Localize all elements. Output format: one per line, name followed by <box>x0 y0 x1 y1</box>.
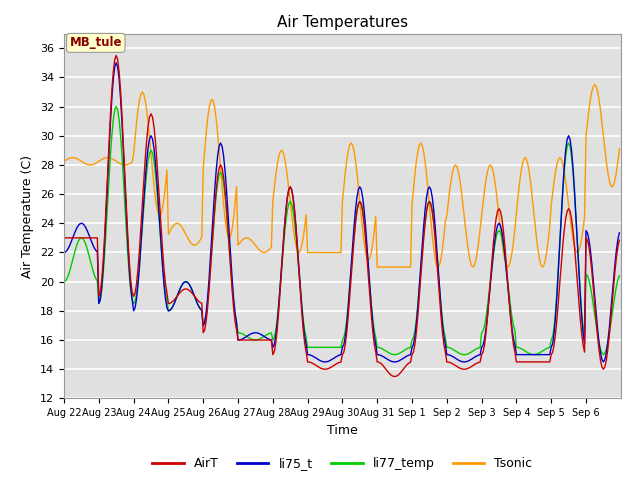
Tsonic <box>616 146 623 152</box>
AirT <box>391 373 399 379</box>
li75_t <box>113 60 120 66</box>
Line: AirT: AirT <box>64 56 620 376</box>
li77_temp <box>391 352 399 358</box>
li77_temp <box>97 297 104 303</box>
Legend: AirT, li75_t, li77_temp, Tsonic: AirT, li75_t, li77_temp, Tsonic <box>147 452 538 475</box>
li77_temp <box>79 236 86 241</box>
Title: Air Temperatures: Air Temperatures <box>277 15 408 30</box>
Tsonic <box>346 142 353 148</box>
AirT <box>97 289 104 295</box>
Tsonic <box>79 159 86 165</box>
AirT <box>459 366 467 372</box>
li77_temp <box>60 279 68 285</box>
li77_temp <box>614 277 621 283</box>
li75_t <box>60 250 68 255</box>
Line: li75_t: li75_t <box>64 63 620 362</box>
Line: li77_temp: li77_temp <box>64 107 620 355</box>
Tsonic <box>97 157 104 163</box>
AirT <box>79 235 86 241</box>
li75_t <box>321 359 329 365</box>
li75_t <box>616 230 623 236</box>
Tsonic <box>373 264 381 270</box>
Tsonic <box>540 263 548 268</box>
AirT <box>60 235 68 241</box>
Y-axis label: Air Temperature (C): Air Temperature (C) <box>22 155 35 277</box>
li77_temp <box>113 104 120 109</box>
Tsonic <box>60 158 68 164</box>
li75_t <box>349 243 356 249</box>
li77_temp <box>348 268 355 274</box>
AirT <box>616 237 623 243</box>
Tsonic <box>591 82 598 87</box>
li75_t <box>541 352 549 358</box>
li75_t <box>614 237 621 242</box>
li75_t <box>97 297 104 302</box>
AirT <box>541 359 549 365</box>
Line: Tsonic: Tsonic <box>64 84 620 267</box>
AirT <box>348 275 355 281</box>
li75_t <box>79 221 86 227</box>
Tsonic <box>458 188 465 193</box>
AirT <box>113 53 120 59</box>
AirT <box>614 244 621 250</box>
li75_t <box>459 359 467 365</box>
li77_temp <box>541 346 549 352</box>
li77_temp <box>616 273 623 278</box>
X-axis label: Time: Time <box>327 424 358 437</box>
Tsonic <box>614 158 621 164</box>
Text: MB_tule: MB_tule <box>70 36 122 49</box>
li77_temp <box>459 352 467 358</box>
